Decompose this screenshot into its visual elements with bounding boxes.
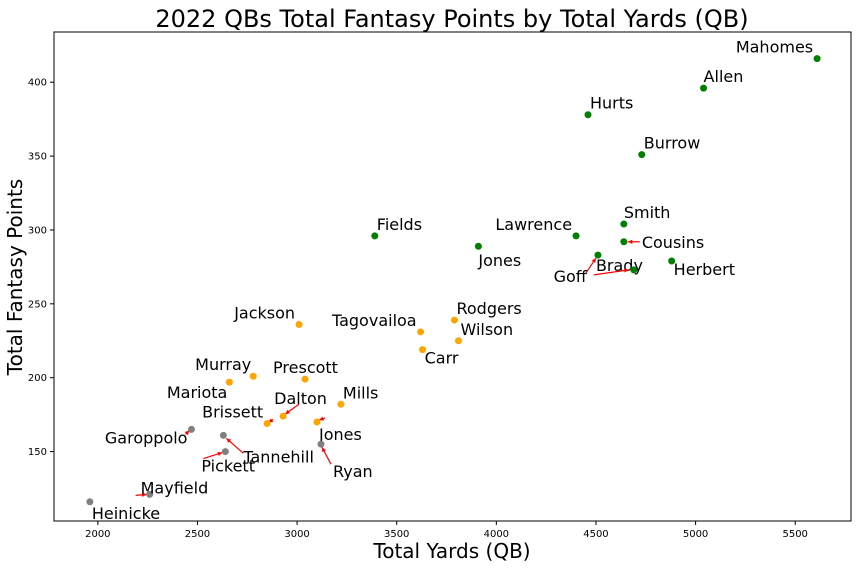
x-tick-label: 4500 — [583, 529, 608, 540]
point-label: Mahomes — [736, 38, 813, 57]
point-label: Wilson — [460, 320, 513, 339]
point-label: Rodgers — [456, 299, 521, 318]
data-point — [301, 375, 309, 383]
y-tick-label: 300 — [28, 225, 47, 236]
data-point — [620, 238, 628, 246]
x-tick-label: 5000 — [683, 529, 708, 540]
annotation-arrowhead — [184, 430, 190, 436]
data-point — [700, 84, 708, 92]
point-label: Prescott — [273, 358, 338, 377]
annotation-arrowhead — [285, 409, 291, 415]
point-label: Hurts — [590, 94, 633, 113]
data-point — [668, 257, 676, 265]
point-label: Garoppolo — [105, 428, 188, 447]
data-point — [638, 151, 646, 159]
point-label: Mariota — [167, 383, 228, 402]
point-label: Mayfield — [141, 478, 209, 497]
point-label: Burrow — [644, 134, 701, 153]
point-label: Herbert — [674, 260, 735, 279]
data-point — [474, 242, 482, 250]
annotation-arrowhead — [319, 416, 324, 421]
point-label: Jones — [318, 425, 362, 444]
y-tick-label: 400 — [28, 78, 47, 89]
annotation-arrowhead — [624, 268, 629, 273]
data-point — [249, 372, 257, 380]
point-label: Heinicke — [92, 504, 160, 523]
data-point — [813, 55, 821, 63]
point-label: Carr — [425, 349, 459, 368]
point-label: Tagovailoa — [331, 311, 417, 330]
data-point — [295, 321, 303, 329]
data-point — [263, 419, 271, 427]
data-point — [594, 251, 602, 259]
annotation-arrowhead — [226, 438, 232, 443]
point-label: Pickett — [201, 457, 255, 476]
point-label: Jackson — [233, 304, 295, 323]
plot-frame — [53, 31, 852, 522]
data-point — [337, 400, 345, 408]
annotation-arrowhead — [627, 239, 633, 244]
annotation-arrowhead — [321, 447, 327, 453]
data-point — [187, 425, 195, 433]
point-label: Murray — [195, 355, 251, 374]
point-label: Jones — [477, 251, 521, 270]
point-label: Goff — [554, 267, 588, 286]
point-label: Ryan — [333, 462, 373, 481]
point-label: Tannehill — [242, 447, 314, 466]
x-tick-label: 3000 — [284, 529, 309, 540]
data-point — [419, 346, 427, 354]
data-point — [454, 337, 462, 345]
annotation-arrowhead — [141, 492, 147, 497]
y-axis-label: Total Fantasy Points — [3, 179, 27, 376]
x-tick-label: 2500 — [185, 529, 210, 540]
data-point — [450, 316, 458, 324]
point-label: Lawrence — [495, 215, 572, 234]
data-point — [313, 418, 321, 426]
x-tick-label: 4000 — [484, 529, 509, 540]
data-point — [146, 490, 154, 498]
point-label: Fields — [377, 215, 422, 234]
x-tick-label: 5500 — [782, 529, 807, 540]
x-tick-label: 3500 — [384, 529, 409, 540]
annotation-arrow — [593, 269, 629, 276]
point-label: Brissett — [202, 402, 263, 421]
y-tick-label: 350 — [28, 152, 47, 163]
annotation-arrowhead — [217, 451, 223, 456]
data-point — [221, 448, 229, 456]
data-point — [225, 378, 233, 386]
data-point — [317, 440, 325, 448]
data-point — [86, 498, 94, 506]
y-tick-label: 150 — [28, 447, 47, 458]
data-point — [620, 220, 628, 228]
data-point — [371, 232, 379, 240]
data-point — [219, 431, 227, 439]
data-point — [630, 266, 638, 274]
y-tick-label: 250 — [28, 299, 47, 310]
chart-title: 2022 QBs Total Fantasy Points by Total Y… — [155, 5, 748, 33]
plot-area: 2000 2500 3000 3500 4000 4500 5000 5500 150 200 25… — [28, 31, 852, 540]
annotation-arrowhead — [591, 258, 596, 264]
point-label: Smith — [624, 203, 671, 222]
point-label: Cousins — [642, 233, 704, 252]
point-label: Dalton — [274, 389, 327, 408]
y-tick-label: 200 — [28, 373, 47, 384]
point-label: Allen — [704, 67, 744, 86]
data-point — [417, 328, 425, 336]
point-label: Mills — [343, 383, 378, 402]
data-point — [279, 412, 287, 420]
x-axis-label: Total Yards (QB) — [372, 539, 530, 563]
x-tick-label: 2000 — [85, 529, 110, 540]
data-point — [584, 111, 592, 119]
data-point — [572, 232, 580, 240]
